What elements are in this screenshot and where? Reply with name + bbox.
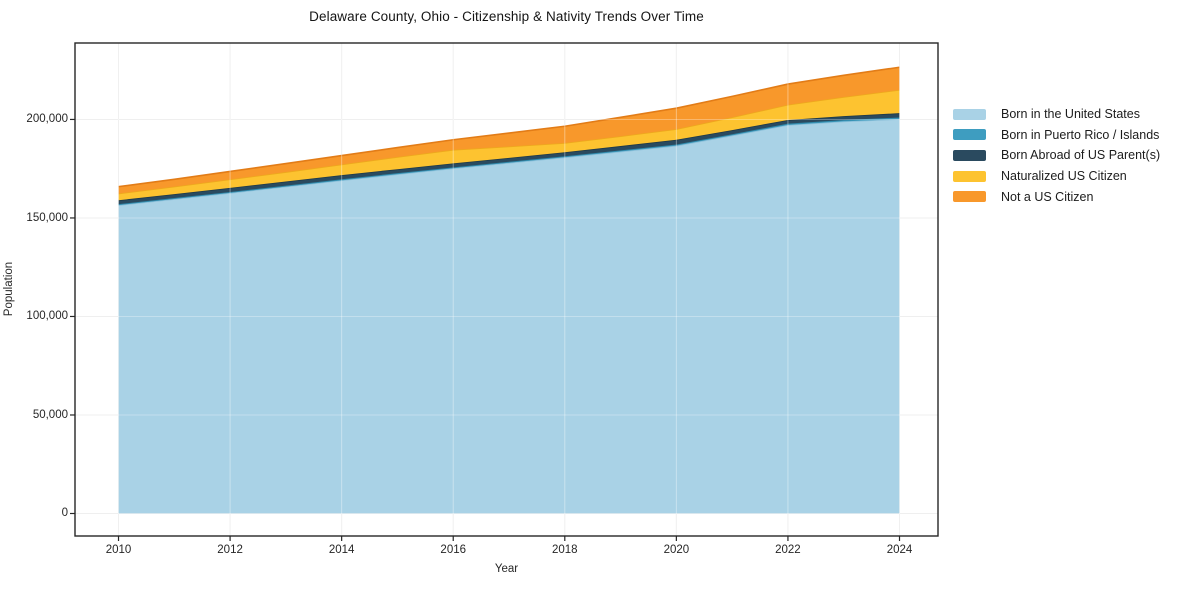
legend-swatch-icon	[953, 129, 986, 141]
legend-swatch-icon	[953, 108, 986, 120]
x-tick-label: 2010	[105, 544, 132, 556]
legend: Born in the United States Born in Puerto…	[953, 104, 1160, 207]
x-axis-label: Year	[494, 563, 519, 575]
legend-label: Not a US Citizen	[1001, 189, 1094, 204]
legend-item: Born in the United States	[953, 104, 1160, 125]
legend-item: Not a US Citizen	[953, 186, 1160, 207]
x-tick-label: 2024	[886, 544, 913, 556]
y-tick-label: 50,000	[32, 408, 68, 421]
legend-label: Born Abroad of US Parent(s)	[1001, 148, 1161, 163]
legend-label: Born in Puerto Rico / Islands	[1001, 127, 1160, 142]
y-tick-label: 150,000	[26, 211, 68, 224]
x-tick-label: 2016	[440, 544, 467, 556]
x-tick-label: 2018	[551, 544, 578, 556]
x-tick-label: 2022	[775, 544, 801, 556]
y-tick-label: 200,000	[26, 113, 68, 126]
legend-swatch-icon	[953, 191, 986, 203]
plot-border	[74, 42, 939, 537]
area-edge	[118, 66, 900, 188]
legend-label: Born in the United States	[1001, 107, 1140, 122]
legend-swatch-icon	[953, 170, 986, 182]
x-tick-label: 2012	[217, 544, 243, 556]
x-tick-label: 2020	[663, 544, 690, 556]
x-tick-label: 2014	[328, 544, 355, 556]
chart-title: Delaware County, Ohio - Citizenship & Na…	[309, 9, 704, 24]
legend-swatch-icon	[953, 149, 986, 161]
area-not-a-us-citizen	[118, 67, 900, 194]
legend-label: Naturalized US Citizen	[1001, 169, 1127, 184]
legend-item: Born in Puerto Rico / Islands	[953, 125, 1160, 146]
legend-item: Naturalized US Citizen	[953, 166, 1160, 187]
y-tick-label: 0	[61, 507, 68, 520]
area-naturalized-us-citizen	[118, 89, 900, 201]
area-born-in-the-united-states	[118, 119, 900, 514]
y-tick-label: 100,000	[26, 310, 68, 323]
legend-item: Born Abroad of US Parent(s)	[953, 145, 1160, 166]
